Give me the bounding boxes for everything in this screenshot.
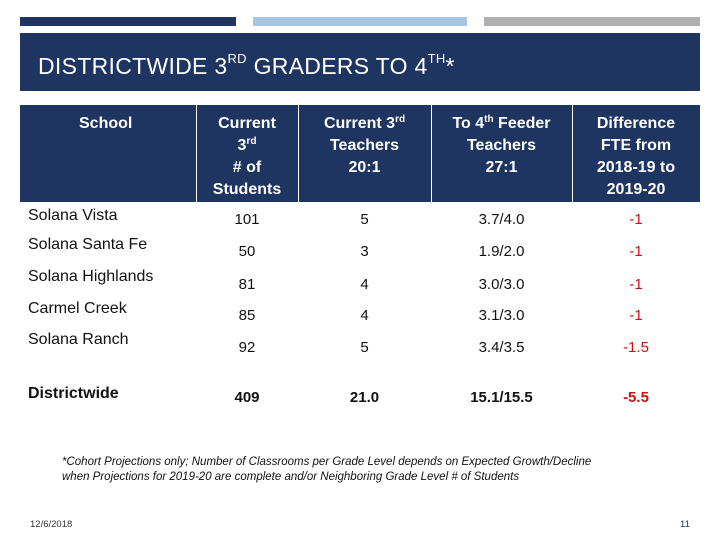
header-difference-fte: Difference FTE from 2018-19 to 2019-20: [596, 115, 676, 198]
teachers-count: 5: [360, 211, 369, 228]
school-name: Solana Ranch: [28, 331, 129, 348]
table-row: Solana Ranch 92 5 3.4/3.5 -1.5: [20, 330, 700, 361]
teachers-count: 4: [360, 276, 369, 293]
header-feeder-teachers: To 4th Feeder Teachers 27:1: [452, 114, 551, 176]
students-count: 409: [234, 389, 260, 406]
students-count: 101: [234, 211, 260, 228]
slide-date: 12/6/2018: [30, 519, 73, 530]
students-count: 50: [238, 243, 256, 260]
page-number: 11: [680, 519, 690, 530]
slide-title: DISTRICTWIDE 3RD GRADERS TO 4TH*: [38, 51, 455, 79]
fte-difference: -1: [629, 307, 643, 324]
fte-difference: -1: [629, 276, 643, 293]
footnote: *Cohort Projections only; Number of Clas…: [62, 456, 592, 483]
table-row: Solana Vista 101 5 3.7/4.0 -1: [20, 204, 700, 235]
school-name: Districtwide: [28, 385, 119, 402]
students-count: 92: [238, 339, 256, 356]
table-row: Solana Highlands 81 4 3.0/3.0 -1: [20, 267, 700, 298]
feeder-teachers: 3.4/3.5: [478, 339, 525, 356]
school-name: Carmel Creek: [28, 300, 127, 317]
students-count: 85: [238, 307, 256, 324]
feeder-teachers: 3.7/4.0: [478, 211, 525, 228]
header-school: School: [79, 115, 133, 132]
table-row: Solana Santa Fe 50 3 1.9/2.0 -1: [20, 235, 700, 266]
teachers-count: 4: [360, 307, 369, 324]
feeder-teachers: 3.1/3.0: [478, 307, 525, 324]
table-header: School Current 3rd # of Students Current…: [20, 105, 700, 202]
header-current-students: Current 3rd # of Students: [212, 115, 282, 198]
fte-difference: -1: [629, 243, 643, 260]
header-divider: [572, 105, 573, 202]
teachers-count: 3: [360, 243, 369, 260]
feeder-teachers: 1.9/2.0: [478, 243, 525, 260]
fte-difference: -1: [629, 211, 643, 228]
title-bar: DISTRICTWIDE 3RD GRADERS TO 4TH*: [20, 33, 700, 91]
teachers-count: 5: [360, 339, 369, 356]
top-accent-bar-blue: [253, 17, 467, 26]
school-name: Solana Santa Fe: [28, 236, 148, 253]
teachers-count: 21.0: [349, 389, 380, 406]
students-count: 81: [238, 276, 256, 293]
top-accent-bar-gray: [484, 17, 700, 26]
fte-difference: -5.5: [623, 389, 649, 406]
feeder-teachers: 15.1/15.5: [470, 389, 533, 406]
school-name: Solana Highlands: [28, 268, 154, 285]
feeder-teachers: 3.0/3.0: [478, 276, 525, 293]
top-accent-bar-navy: [20, 17, 236, 26]
table-row: Carmel Creek 85 4 3.1/3.0 -1: [20, 299, 700, 330]
header-divider: [298, 105, 299, 202]
fte-difference: -1.5: [623, 339, 649, 356]
header-current-teachers: Current 3rd Teachers 20:1: [323, 114, 406, 176]
school-name: Solana Vista: [28, 207, 118, 224]
header-divider: [196, 105, 197, 202]
table-row-total: Districtwide 409 21.0 15.1/15.5 -5.5: [20, 380, 700, 420]
header-divider: [431, 105, 432, 202]
